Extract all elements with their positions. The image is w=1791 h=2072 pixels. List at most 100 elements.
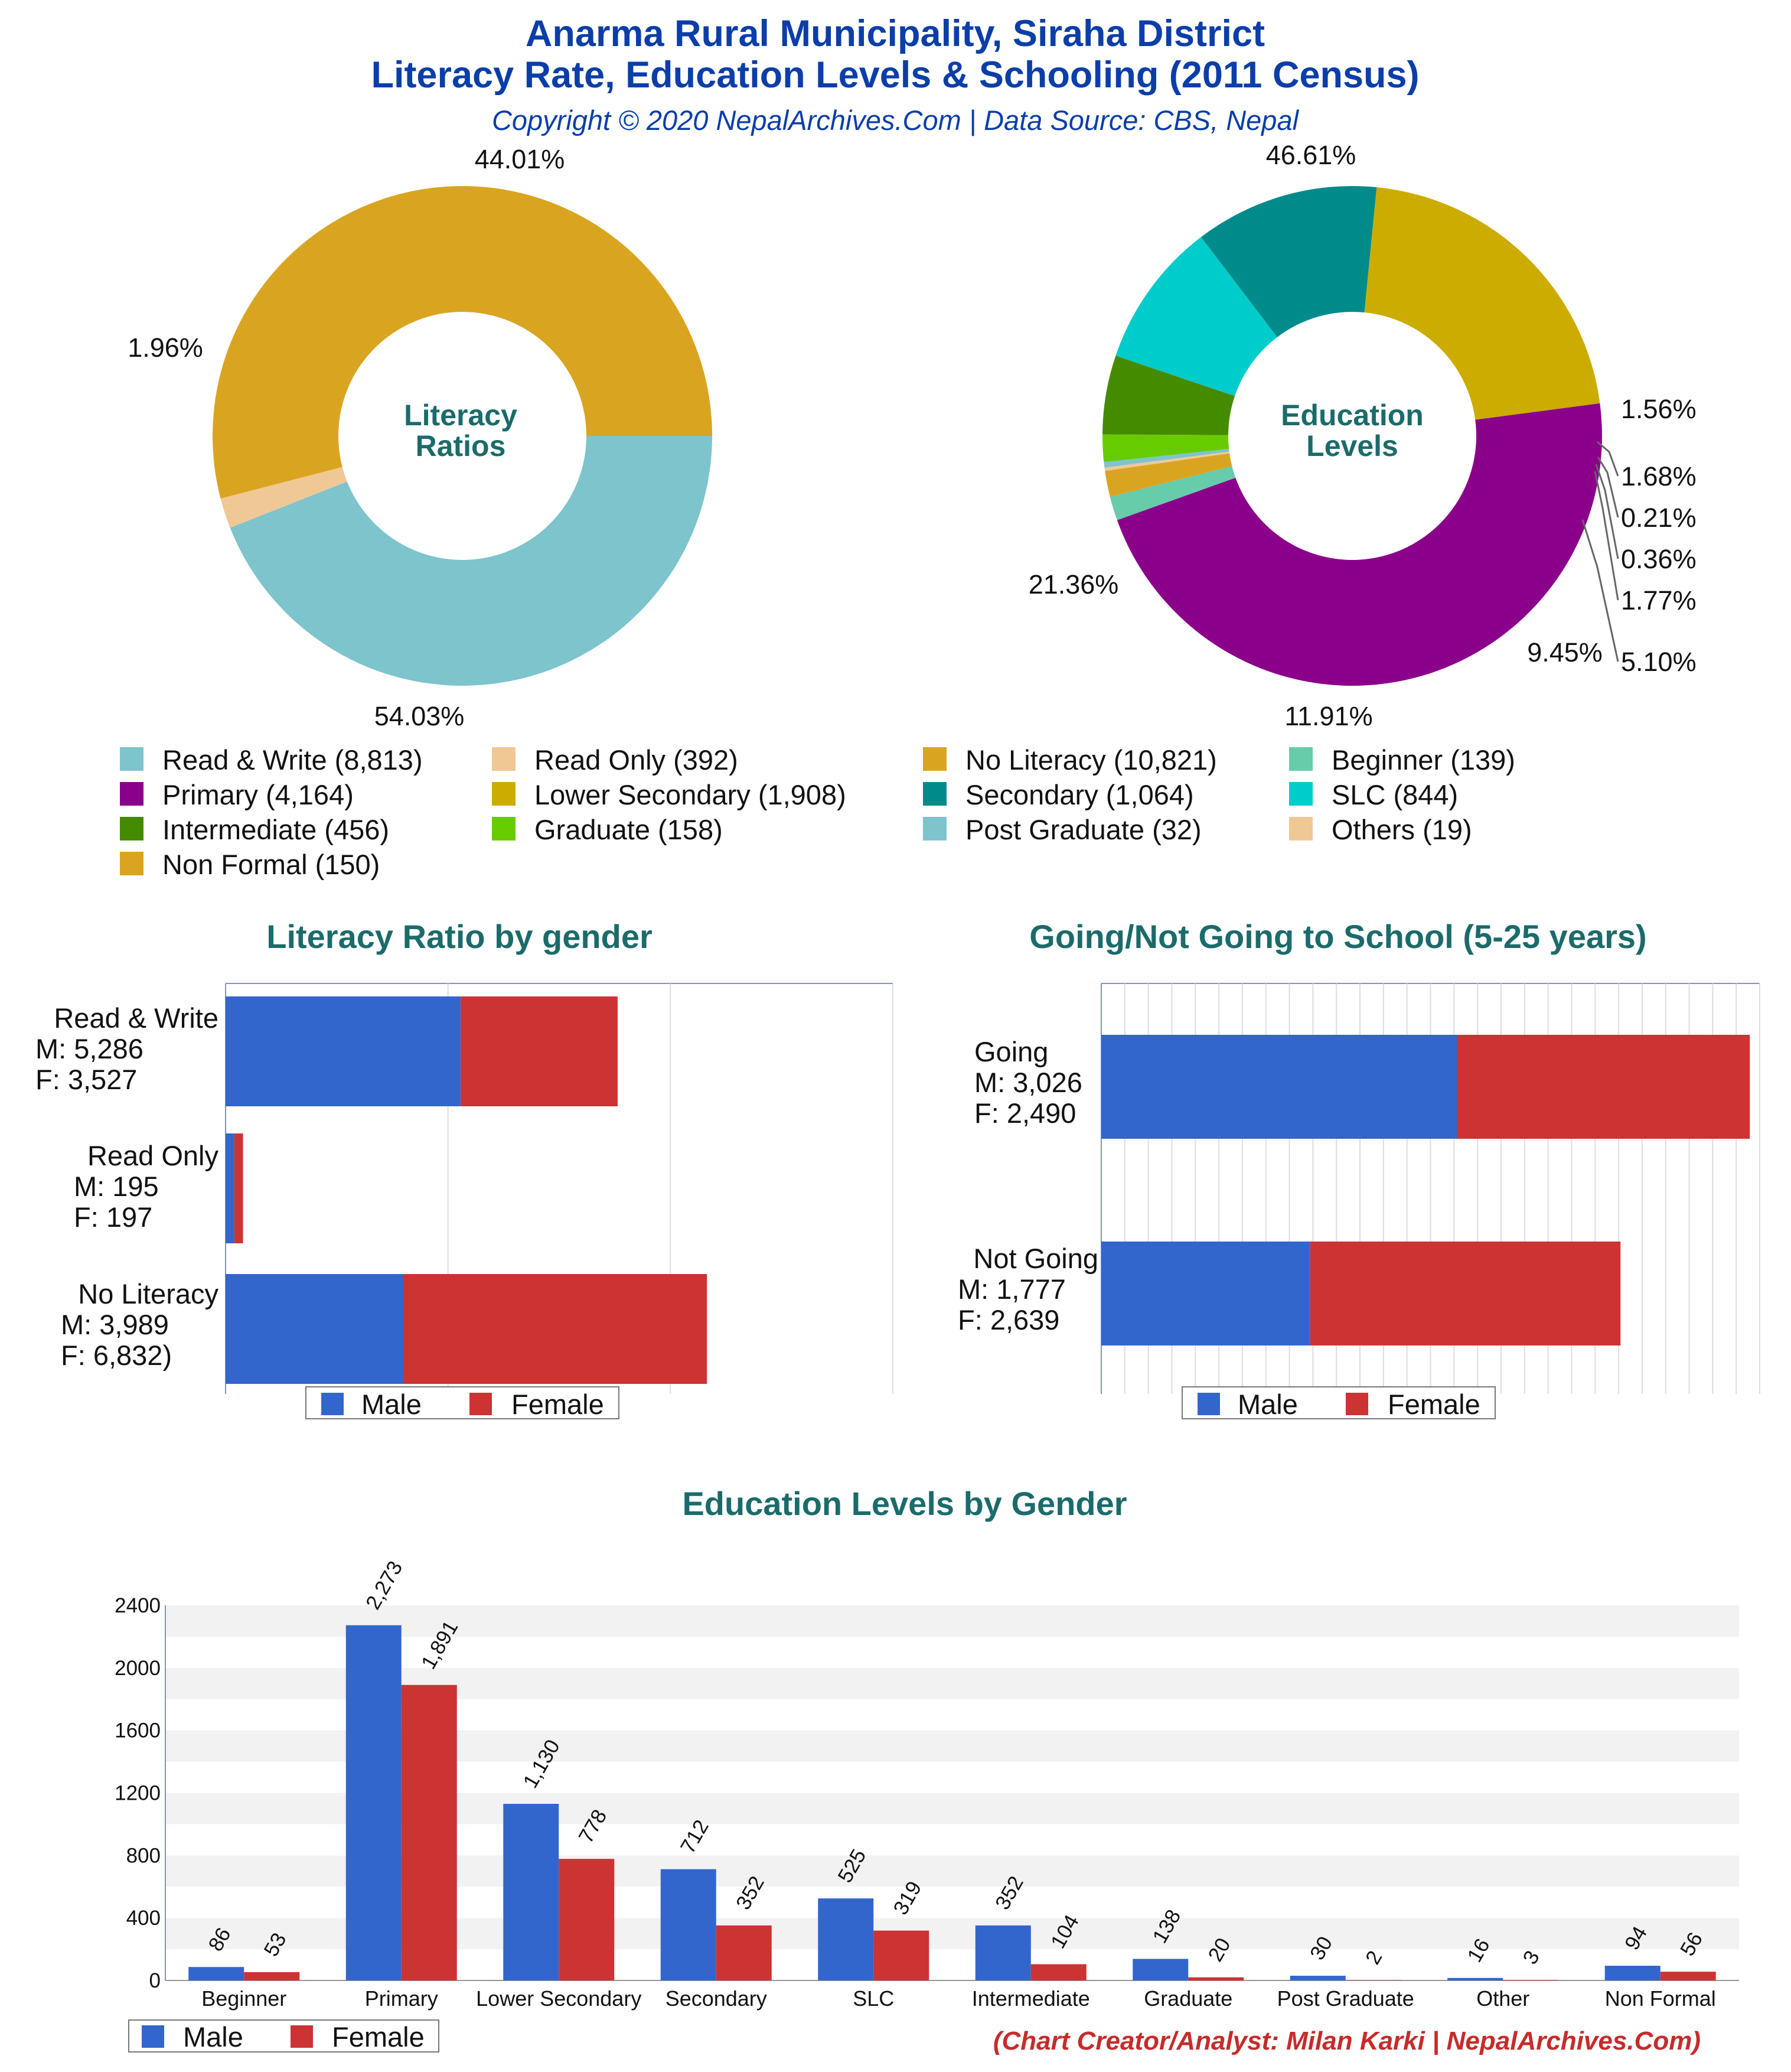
bar-female-read-only [234,1133,243,1243]
legend-swatch [492,817,516,840]
legend-swatch [1289,747,1313,771]
row-label: M: 1,777 [958,1273,1066,1305]
row-label: No Literacy [78,1278,218,1309]
education-gender-x-axis: Beginner Primary Lower Secondary Secondary S… [201,1986,1716,2011]
row-label: M: 195 [74,1171,159,1202]
education-pct-label: 1.56% [1621,394,1697,424]
education-pct-label: 1.68% [1621,461,1697,491]
row-label: F: 6,832) [61,1340,172,1371]
y-tick-label: 1200 [115,1782,161,1805]
legend-swatch-male [1198,1393,1220,1415]
row-label: Going [974,1036,1048,1067]
legend-item: Secondary (1,064) [965,779,1194,810]
bar-male-slc [818,1898,874,1980]
donut-slice-no-literacy [212,185,713,499]
row-label: M: 3,989 [61,1309,169,1340]
legend-swatch-female [469,1393,492,1415]
bar-male-read-write [226,996,461,1106]
legend-swatch [1289,782,1313,806]
x-category-label: Non Formal [1605,1986,1716,2011]
row-label: F: 2,490 [974,1097,1076,1129]
legend-swatch [923,747,947,771]
education-gender-title: Education Levels by Gender [682,1485,1127,1522]
literacy-pct-label: 44.01% [475,144,565,174]
credit-line: (Chart Creator/Analyst: Milan Karki | Ne… [993,2027,1701,2055]
literacy-gender-title: Literacy Ratio by gender [266,918,653,955]
education-pct-label: 46.61% [1266,140,1356,170]
donut-slice-lower-secondary [1364,187,1600,420]
education-donut-center-line1: Education [1281,399,1424,432]
legend-item: SLC (844) [1332,779,1458,810]
legend-item: Read Only (392) [534,744,738,776]
legend-swatch [120,782,143,806]
legend-male: Male [1238,1389,1298,1420]
legend-item: Others (19) [1332,814,1472,845]
y-tick-label: 1600 [115,1719,161,1742]
x-category-label: Lower Secondary [476,1986,641,2011]
literacy-donut-chart [212,185,713,686]
y-tick-label: 0 [149,1969,161,1992]
education-pct-label: 0.36% [1621,544,1697,574]
donut-slice-post-graduate [1104,448,1229,468]
donut-slice-secondary [1200,186,1377,337]
bar-male-post-graduate [1290,1976,1346,1980]
bar-female-non-formal [1660,1972,1716,1980]
x-category-label: Secondary [665,1986,767,2011]
literacy-pct-label: 54.03% [374,701,465,731]
y-tick-label: 800 [126,1844,161,1867]
legend-female: Female [332,2021,425,2053]
legend-swatch [1289,817,1313,840]
legend-female: Female [511,1389,604,1420]
data-label: 2,273 [361,1557,407,1613]
literacy-gender-row-labels: Read & Write M: 5,286 F: 3,527 Read Only… [35,1002,218,1371]
bar-male-no-literacy [226,1274,403,1384]
legend-item: Non Formal (150) [162,849,380,880]
legend-swatch [492,747,516,771]
bar-female-beginner [244,1972,300,1980]
donut-slice-primary [1117,403,1602,686]
y-tick-label: 400 [126,1907,161,1930]
subtitle: Copyright © 2020 NepalArchives.Com | Dat… [492,105,1300,136]
donut-slice-others [1104,451,1230,471]
grid-band [165,1636,1739,1668]
bar-female-going [1457,1035,1750,1139]
donut-slice-non-formal [1105,453,1232,497]
education-donut-chart [1102,186,1602,686]
legend-swatch-female [1346,1393,1368,1415]
donut-slice-read-write [230,436,712,686]
x-category-label: Primary [365,1986,438,2011]
literacy-gender-legend: Male Female [305,1386,619,1420]
bar-male-read-only [226,1133,234,1243]
school-gender-legend: Male Female [1182,1386,1496,1420]
grid-band [165,1605,1739,1637]
bar-female-lower-secondary [559,1859,615,1980]
legend-item: Read & Write (8,813) [162,744,423,776]
x-category-label: Beginner [201,1986,286,2011]
bar-male-not-going [1101,1242,1310,1346]
x-category-label: Other [1476,1986,1529,2011]
donut-slice-intermediate [1102,356,1235,435]
legend-male: Male [361,1389,422,1420]
row-label: M: 5,286 [35,1033,143,1064]
legend-swatch-male [321,1393,344,1415]
education-leader-lines [1581,441,1619,662]
bar-female-read-write [461,996,618,1106]
title-line-1: Anarma Rural Municipality, Siraha Distri… [526,13,1265,54]
bar-male-beginner [188,1967,244,1980]
literacy-donut-center-line1: Literacy [404,399,517,432]
donut-slice-slc [1115,237,1277,396]
legend-swatch [120,852,143,875]
bar-male-intermediate [975,1925,1031,1980]
legend-swatch-male [142,2025,164,2048]
education-pct-label: 9.45% [1527,637,1603,667]
education-donut-center-line2: Levels [1306,429,1398,462]
x-category-label: Post Graduate [1277,1986,1414,2011]
bar-male-secondary [660,1869,716,1980]
legend-female: Female [1388,1389,1480,1420]
bar-male-graduate [1133,1959,1189,1980]
title-line-2: Literacy Rate, Education Levels & School… [371,54,1419,96]
bar-female-slc [873,1930,929,1980]
school-gender-title: Going/Not Going to School (5-25 years) [1029,918,1646,955]
bar-female-primary [401,1685,457,1980]
